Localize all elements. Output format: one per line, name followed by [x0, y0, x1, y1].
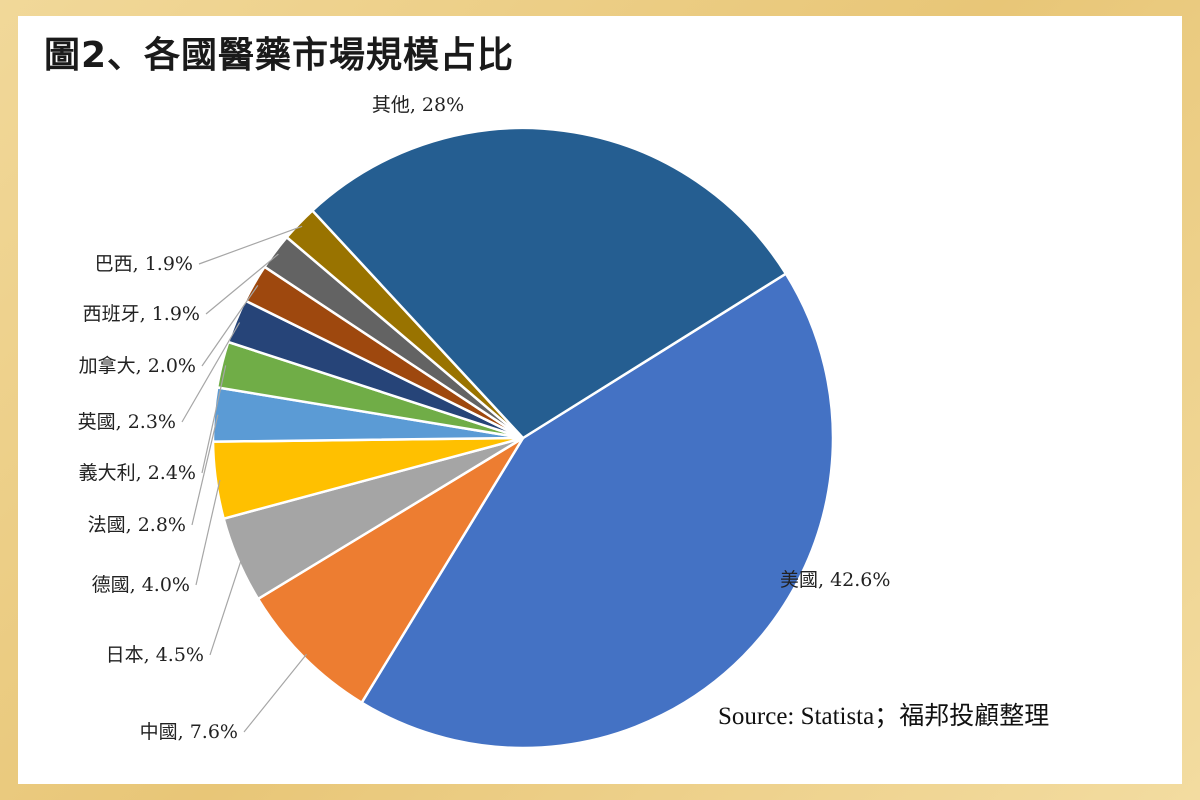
source-note: Source: Statista；福邦投顧整理: [718, 702, 1049, 730]
leader-line-2: [243, 653, 307, 733]
slice-label-9: 西班牙, 1.9%: [83, 303, 200, 325]
leader-line-6: [201, 365, 227, 474]
pie-slice-1: [360, 272, 835, 750]
slice-label-11: 其他, 28%: [372, 94, 464, 116]
leader-line-8: [201, 285, 259, 367]
slice-label-3: 日本, 4.5%: [106, 644, 204, 666]
leader-line-10: [198, 225, 303, 265]
leader-lines: [181, 225, 307, 733]
pie-slices: [211, 126, 835, 750]
leader-line-4: [195, 479, 221, 586]
slice-label-5: 法國, 2.8%: [88, 514, 186, 536]
chart-title: 圖2、各國醫藥市場規模占比: [44, 35, 515, 76]
slice-label-6: 義大利, 2.4%: [79, 462, 196, 484]
leader-line-9: [205, 253, 279, 315]
slice-label-8: 加拿大, 2.0%: [79, 354, 196, 377]
slice-label-7: 英國, 2.3%: [78, 411, 176, 433]
chart-frame: 圖2、各國醫藥市場規模占比 美國, 42.6% 中國, 7.6% 日本, 4.5% 德…: [18, 16, 1182, 784]
leader-line-7: [181, 322, 241, 423]
slice-label-2: 中國, 7.6%: [140, 721, 238, 743]
leader-line-5: [191, 414, 219, 526]
slice-label-1: 美國, 42.6%: [780, 569, 890, 591]
pie-chart: 美國, 42.6% 中國, 7.6% 日本, 4.5% 德國, 4.0% 法國, 2.8…: [78, 94, 1049, 750]
slice-labels: 美國, 42.6% 中國, 7.6% 日本, 4.5% 德國, 4.0% 法國, 2.8…: [78, 94, 891, 743]
slice-label-4: 德國, 4.0%: [92, 574, 190, 596]
leader-line-3: [209, 558, 243, 656]
pie-slice-11: [311, 126, 788, 440]
slice-label-10: 巴西, 1.9%: [95, 253, 193, 275]
